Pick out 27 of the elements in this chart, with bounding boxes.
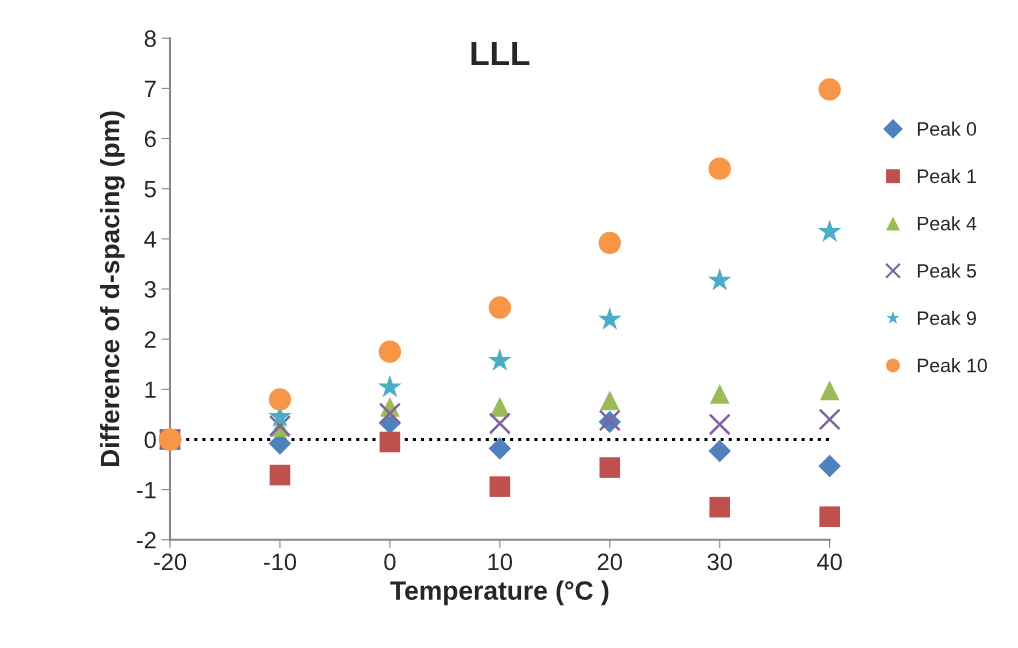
y-tick-label: -1 (136, 481, 156, 499)
y-tick-label: 2 (144, 331, 156, 348)
y-tick-label: 6 (144, 130, 156, 148)
legend-label: Peak 10 (917, 358, 987, 373)
x-tick-label: -10 (263, 553, 297, 571)
x-tick-label: 20 (597, 553, 622, 571)
y-tick-label: -2 (136, 531, 156, 549)
legend-label: Peak 9 (917, 310, 976, 326)
y-axis-title: Difference of d-spacing (pm) (99, 111, 125, 467)
legend-label: Peak 4 (917, 216, 977, 231)
x-tick-label: 10 (488, 553, 513, 571)
y-tick-label: 4 (144, 231, 157, 248)
y-tick-label: 3 (144, 281, 156, 298)
y-tick-label: 7 (144, 80, 156, 97)
x-tick-label: -20 (153, 553, 187, 571)
x-axis-title: Temperature (°C ) (390, 580, 609, 606)
x-tick-label: 30 (707, 553, 732, 571)
legend-label: Peak 1 (917, 168, 976, 184)
legend-label: Peak 5 (917, 263, 977, 278)
y-tick-label: 0 (144, 431, 156, 449)
y-tick-label: 8 (144, 30, 156, 48)
x-tick-label: 0 (384, 553, 396, 571)
x-tick-label: 40 (817, 553, 842, 571)
y-tick-label: 1 (145, 381, 156, 398)
legend-label: Peak 0 (917, 121, 977, 136)
y-tick-label: 5 (144, 181, 156, 198)
chart-title: LLL (471, 42, 530, 66)
